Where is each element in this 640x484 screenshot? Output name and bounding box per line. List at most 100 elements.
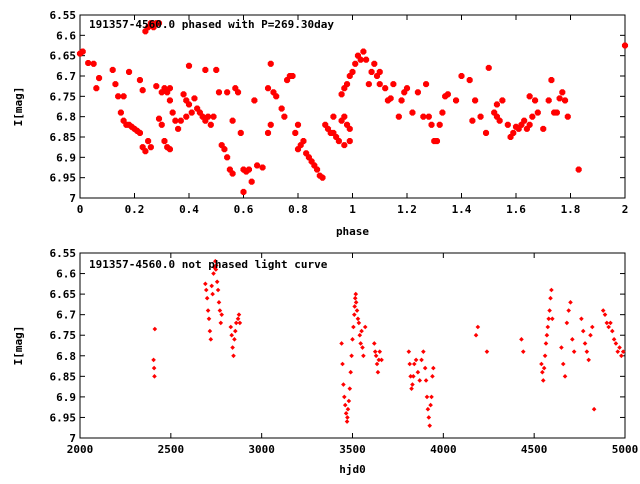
data-point — [493, 101, 500, 108]
data-point — [575, 166, 582, 173]
data-point — [466, 77, 473, 84]
data-point — [126, 68, 133, 75]
data-point — [231, 353, 236, 359]
chart-panel-1: 0 0.2 0.4 0.6 0.8 1 1.2 1.4 1.6 1.8 2 6.55 6.6 6.65 6.… — [12, 9, 628, 238]
data-point — [207, 121, 214, 128]
data-point — [411, 374, 416, 379]
data-point — [422, 365, 428, 371]
data-point — [254, 162, 261, 169]
x-tick-label: 1.4 — [452, 203, 472, 216]
x-tick-label: 2000 — [67, 443, 94, 456]
data-point — [521, 117, 528, 124]
x-tick-label: 4500 — [521, 443, 548, 456]
data-point — [553, 109, 560, 116]
y-tick-label: 6.75 — [50, 90, 77, 103]
data-point — [387, 95, 394, 102]
data-point — [496, 117, 503, 124]
data-point — [341, 382, 346, 387]
data-point — [374, 361, 380, 367]
data-point — [359, 328, 364, 334]
data-point — [543, 341, 549, 346]
data-point — [395, 113, 402, 120]
data-point — [346, 398, 352, 404]
data-point — [540, 125, 547, 132]
x-tick-label: 3000 — [248, 443, 275, 456]
data-point — [377, 349, 383, 354]
y-tick-label: 6.65 — [50, 288, 77, 301]
data-point — [93, 85, 100, 92]
data-point — [344, 419, 350, 424]
data-point — [207, 328, 213, 334]
x-tick-label: 1.6 — [506, 203, 526, 216]
data-point — [482, 129, 490, 136]
data-point — [209, 283, 215, 289]
data-point — [428, 402, 433, 408]
data-point — [169, 109, 176, 116]
data-point — [541, 365, 547, 371]
data-point — [205, 308, 211, 313]
x-tick-label: 0.4 — [179, 203, 199, 216]
data-point — [145, 138, 152, 145]
y-tick-label: 6.7 — [56, 70, 76, 83]
chart-title: 191357-4560.0 phased with P=269.30day — [89, 18, 334, 31]
data-point — [360, 345, 365, 350]
data-point — [343, 411, 349, 416]
data-point — [550, 316, 555, 322]
data-point — [475, 324, 481, 330]
data-point — [267, 60, 274, 67]
data-point — [248, 178, 255, 185]
data-point — [545, 97, 552, 104]
data-point — [579, 316, 584, 322]
x-axis-label: hjd0 — [339, 463, 366, 476]
data-point — [340, 361, 345, 367]
x-tick-label: 2500 — [158, 443, 185, 456]
data-point — [352, 295, 358, 301]
data-point — [213, 66, 220, 73]
data-point — [413, 357, 419, 363]
data-point — [411, 361, 417, 367]
x-tick-label: 1.2 — [397, 203, 417, 216]
data-point — [212, 265, 217, 270]
data-point — [602, 312, 608, 317]
data-point — [431, 365, 436, 371]
data-point — [390, 81, 397, 88]
data-point — [344, 81, 351, 88]
data-point — [548, 77, 555, 84]
data-point — [403, 85, 411, 92]
data-point — [335, 138, 342, 145]
y-tick-label: 6.55 — [50, 247, 77, 260]
data-point — [409, 109, 416, 116]
chart-panel-2: 2000 2500 3000 3500 4000 4500 5000 6.55 6.6 6.65 6… — [12, 247, 638, 476]
data-point — [151, 365, 157, 371]
x-tick-label: 0 — [77, 203, 84, 216]
plot-frame — [79, 252, 626, 439]
data-point — [424, 394, 430, 400]
data-point — [346, 125, 353, 132]
data-point — [229, 117, 236, 124]
data-point — [510, 129, 517, 136]
data-point — [534, 109, 541, 116]
data-point — [430, 374, 435, 379]
data-point — [85, 59, 92, 67]
data-point — [155, 20, 163, 27]
chart-title: 191357-4560.0 not phased light curve — [89, 258, 328, 271]
data-point — [426, 415, 432, 420]
data-point — [117, 109, 124, 116]
y-tick-label: 6.7 — [56, 309, 76, 322]
data-point — [136, 77, 143, 84]
data-point — [615, 349, 621, 354]
data-point — [352, 312, 357, 317]
data-point — [109, 66, 116, 73]
data-point — [406, 349, 412, 354]
y-tick-label: 6.55 — [50, 9, 77, 22]
data-point — [619, 353, 624, 359]
data-point — [562, 374, 568, 379]
data-point — [289, 72, 296, 80]
data-point — [300, 138, 307, 145]
data-point — [355, 316, 361, 322]
data-point — [175, 125, 182, 132]
data-point — [473, 332, 479, 338]
data-point — [210, 113, 217, 120]
data-point — [292, 129, 299, 136]
data-point — [570, 337, 575, 342]
